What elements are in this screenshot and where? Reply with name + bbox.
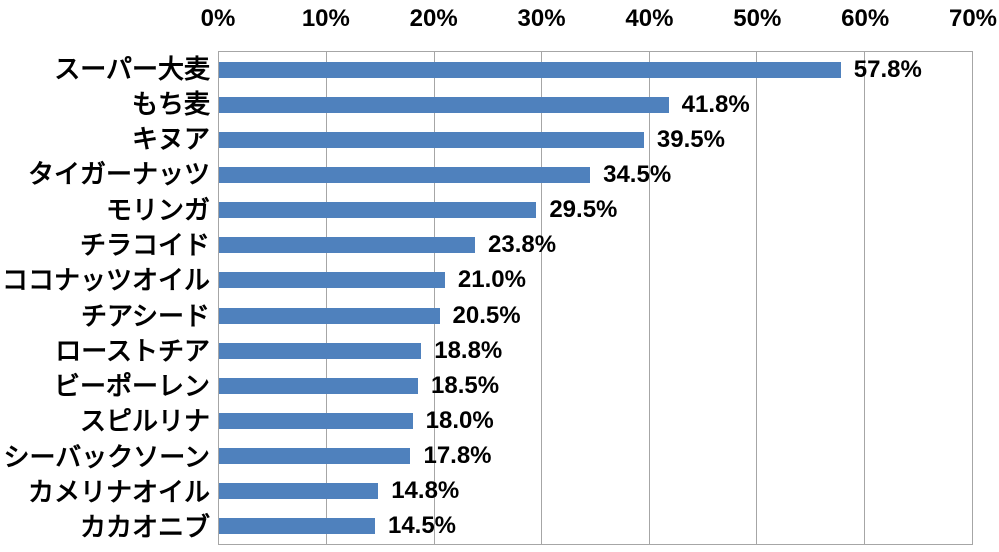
bar [219,342,422,359]
bar-row: 18.8% [219,333,972,368]
value-label: 17.8% [423,442,492,470]
bar-row: 14.5% [219,509,972,544]
value-label: 14.8% [391,477,460,505]
gridline [433,52,435,544]
value-label: 18.8% [434,336,503,364]
x-axis-tick-label: 50% [733,5,782,32]
category-label: スピルリナ [79,406,210,437]
x-axis-tick-label: 60% [841,5,890,32]
bar [219,202,537,219]
category-label: カメリナオイル [27,477,210,508]
bar [219,448,411,465]
value-label: 41.8% [681,90,750,118]
bar-row: 23.8% [219,228,972,263]
category-axis: スーパー大麦もち麦キヌアタイガーナッツモリンガチラコイドココナッツオイルチアシー… [0,51,210,545]
category-label: ビーポーレン [53,371,210,402]
category-label: チアシード [81,300,210,331]
category-label: モリンガ [105,194,210,225]
bar-row: 34.5% [219,157,972,192]
bar [219,483,379,500]
value-label: 39.5% [656,125,725,153]
value-label: 34.5% [603,160,672,188]
value-label: 14.5% [387,512,457,540]
gridline [756,52,758,544]
category-label: チラコイド [79,230,210,261]
bar [219,377,418,394]
gridline [648,52,650,544]
bar-row: 14.8% [219,474,972,509]
category-label: ローストチア [55,335,210,366]
bars-layer: 57.8% 41.8% 39.5% 34.5% 29.5% 23.8% 21.0% 20.5%… [219,52,972,544]
plot-area: 57.8% 41.8% 39.5% 34.5% 29.5% 23.8% 21.0% 20.5%… [218,51,973,545]
category-label: タイガーナッツ [27,159,210,190]
bar [219,518,375,535]
value-label: 18.0% [425,406,494,434]
x-axis-tick-label: 40% [625,5,674,32]
bar-row: 18.5% [219,368,972,403]
x-axis-tick-label: 20% [409,5,458,32]
gridlines-layer [219,52,972,544]
bar [219,237,476,254]
gridline [541,52,543,544]
bar-row: 29.5% [219,193,972,228]
bar-row: 18.0% [219,403,972,438]
bar-row: 41.8% [219,87,972,122]
bar [219,307,440,324]
bar [219,61,841,78]
bar [219,412,413,429]
value-label: 29.5% [549,196,618,224]
x-axis-tick-label: 30% [517,5,566,32]
bar [219,272,445,289]
category-label: キヌア [131,124,210,155]
gridline [863,52,865,544]
bar [219,166,591,183]
x-axis: 0% 10% 20% 30% 40% 50% 60% 70% [201,0,997,38]
category-label: スーパー大麦 [54,53,210,84]
category-label: カカオニブ [79,512,210,543]
bar-row: 17.8% [219,439,972,474]
bar-row: 39.5% [219,122,972,157]
bar-row: 21.0% [219,263,972,298]
bar [219,131,644,148]
value-label: 18.5% [431,371,500,399]
value-label: 21.0% [457,266,526,294]
bar-row: 20.5% [219,298,972,333]
gridline [326,52,328,544]
bar [219,96,669,113]
value-label: 23.8% [488,231,557,259]
x-axis-tick-label: 0% [200,5,236,32]
category-label: ココナッツオイル [1,265,210,296]
category-label: もち麦 [131,88,210,119]
category-label: シーバックソーン [3,441,210,472]
x-axis-tick-label: 10% [301,5,350,32]
bar-row: 57.8% [219,52,972,87]
x-axis-tick-label: 70% [948,5,998,32]
value-label: 57.8% [853,55,922,83]
value-label: 20.5% [452,301,521,329]
